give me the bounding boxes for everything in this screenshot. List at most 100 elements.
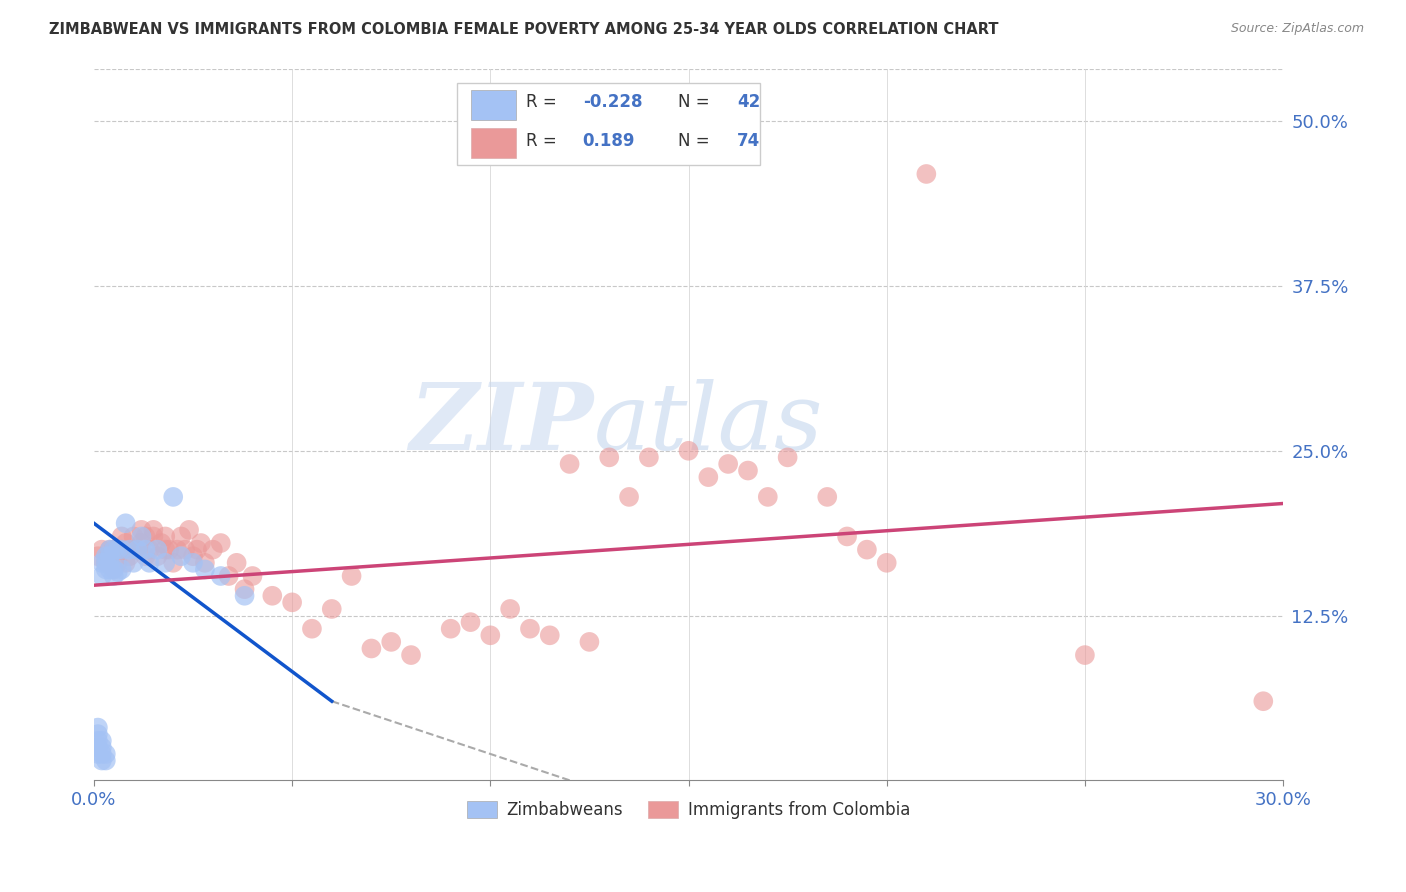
Point [114,516,136,531]
Text: N =: N = [678,132,714,150]
Point [737,464,759,478]
Point [756,490,779,504]
Point [118,549,141,564]
Point [103,542,125,557]
Point [98,556,121,570]
Text: ZIP: ZIP [409,379,593,469]
FancyBboxPatch shape [457,83,759,165]
Point [131,529,153,543]
Point [134,549,156,564]
Text: 42: 42 [737,94,761,112]
Point [94,562,117,576]
Point [134,529,156,543]
Point [242,569,264,583]
Y-axis label: Female Poverty Among 25-34 Year Olds: Female Poverty Among 25-34 Year Olds [0,260,8,589]
Point [138,542,160,557]
Point [499,602,522,616]
Point [519,622,541,636]
Point [209,536,232,550]
Point [111,542,134,557]
Point [262,589,284,603]
Text: 74: 74 [737,132,761,150]
Point [170,549,193,564]
Point [138,556,160,570]
Point [218,569,240,583]
Point [90,733,112,747]
Point [835,529,858,543]
Point [111,562,134,576]
Point [776,450,799,465]
Point [155,529,177,543]
Point [94,549,117,564]
Point [146,549,169,564]
Point [131,536,153,550]
Legend: Zimbabweans, Immigrants from Colombia: Zimbabweans, Immigrants from Colombia [460,794,917,825]
Point [177,523,200,537]
Point [717,457,740,471]
Point [1253,694,1275,708]
Text: -0.228: -0.228 [582,94,643,112]
Point [87,747,110,761]
Point [98,549,121,564]
Point [162,556,184,570]
Point [399,648,422,662]
Point [87,740,110,755]
Point [107,556,129,570]
Point [142,529,165,543]
Point [90,754,112,768]
Point [479,628,502,642]
Point [134,542,156,557]
Point [87,721,110,735]
Point [103,562,125,576]
Point [678,443,700,458]
Point [697,470,720,484]
Point [90,556,112,570]
Point [617,490,640,504]
Point [90,747,112,761]
Point [181,556,204,570]
Point [87,549,110,564]
Bar [471,90,516,120]
Point [155,542,177,557]
Point [122,529,145,543]
Bar [471,128,516,158]
Point [166,542,188,557]
Point [94,556,117,570]
Point [111,529,134,543]
Text: atlas: atlas [593,379,823,469]
Point [90,740,112,755]
Point [170,529,193,543]
Point [157,542,180,557]
Point [538,628,561,642]
Point [181,549,204,564]
Point [876,556,898,570]
Text: R =: R = [526,132,561,150]
Point [162,490,184,504]
Point [186,542,208,557]
Point [94,747,117,761]
Text: 0.189: 0.189 [582,132,636,150]
Point [90,569,112,583]
Text: R =: R = [526,94,561,112]
Point [209,569,232,583]
Point [142,523,165,537]
Text: N =: N = [678,94,714,112]
Point [103,569,125,583]
Point [98,542,121,557]
Point [150,536,173,550]
Text: Source: ZipAtlas.com: Source: ZipAtlas.com [1230,22,1364,36]
Point [127,542,149,557]
Point [340,569,363,583]
Point [233,589,256,603]
Point [122,556,145,570]
Point [558,457,581,471]
Point [114,556,136,570]
Text: ZIMBABWEAN VS IMMIGRANTS FROM COLOMBIA FEMALE POVERTY AMONG 25-34 YEAR OLDS CORR: ZIMBABWEAN VS IMMIGRANTS FROM COLOMBIA F… [49,22,998,37]
Point [127,542,149,557]
Point [190,536,212,550]
Point [107,565,129,579]
Point [380,635,402,649]
Point [225,556,247,570]
Point [122,542,145,557]
Point [815,490,838,504]
